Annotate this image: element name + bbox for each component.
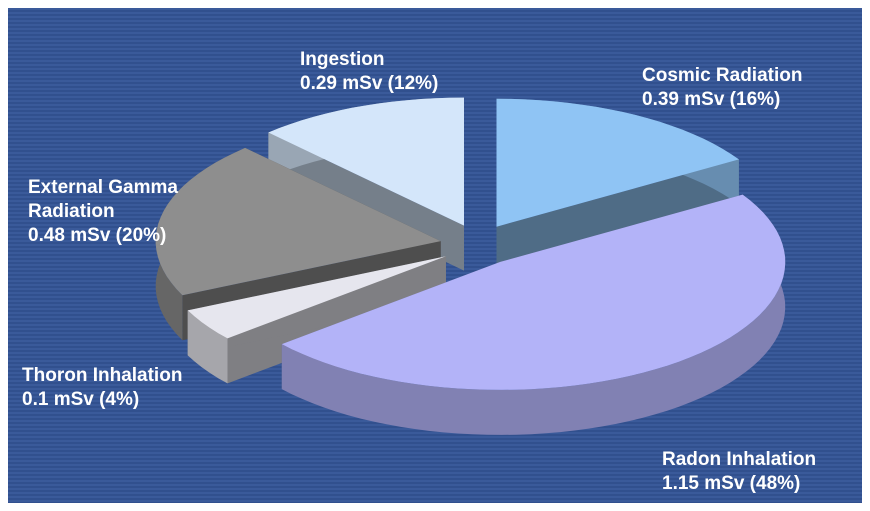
slice-label: Ingestion 0.29 mSv (12%) xyxy=(300,48,438,96)
category-label: Ingestion xyxy=(300,49,385,70)
slice-wall xyxy=(281,194,786,435)
category-label: Thoron Inhalation xyxy=(22,365,183,386)
slice-label: Radon Inhalation 1.15 mSv (48%) xyxy=(662,448,816,496)
slice-side xyxy=(496,159,739,272)
value-label: 0.29 mSv (12%) xyxy=(300,73,439,94)
value-label: 0.39 mSv (16%) xyxy=(642,89,781,110)
slice xyxy=(496,98,739,227)
slice-side xyxy=(187,256,446,356)
category-label: Cosmic Radiation xyxy=(642,65,803,86)
value-label: 1.15 mSv (48%) xyxy=(662,473,801,494)
value-label: 0.1 mSv (4%) xyxy=(22,389,140,410)
slice-label: Cosmic Radiation 0.39 mSv (16%) xyxy=(642,64,802,112)
category-label: External Gamma Radiation xyxy=(28,177,178,222)
slice xyxy=(155,147,441,296)
slice-label: Thoron Inhalation 0.1 mSv (4%) xyxy=(22,364,182,412)
category-label: Radon Inhalation xyxy=(662,449,817,470)
slice xyxy=(281,194,786,390)
slice-label: External Gamma Radiation 0.48 mSv (20%) xyxy=(28,176,218,248)
slice xyxy=(187,256,446,339)
slice-wall xyxy=(187,310,228,384)
value-label: 0.48 mSv (20%) xyxy=(28,225,167,246)
slice xyxy=(268,97,464,226)
